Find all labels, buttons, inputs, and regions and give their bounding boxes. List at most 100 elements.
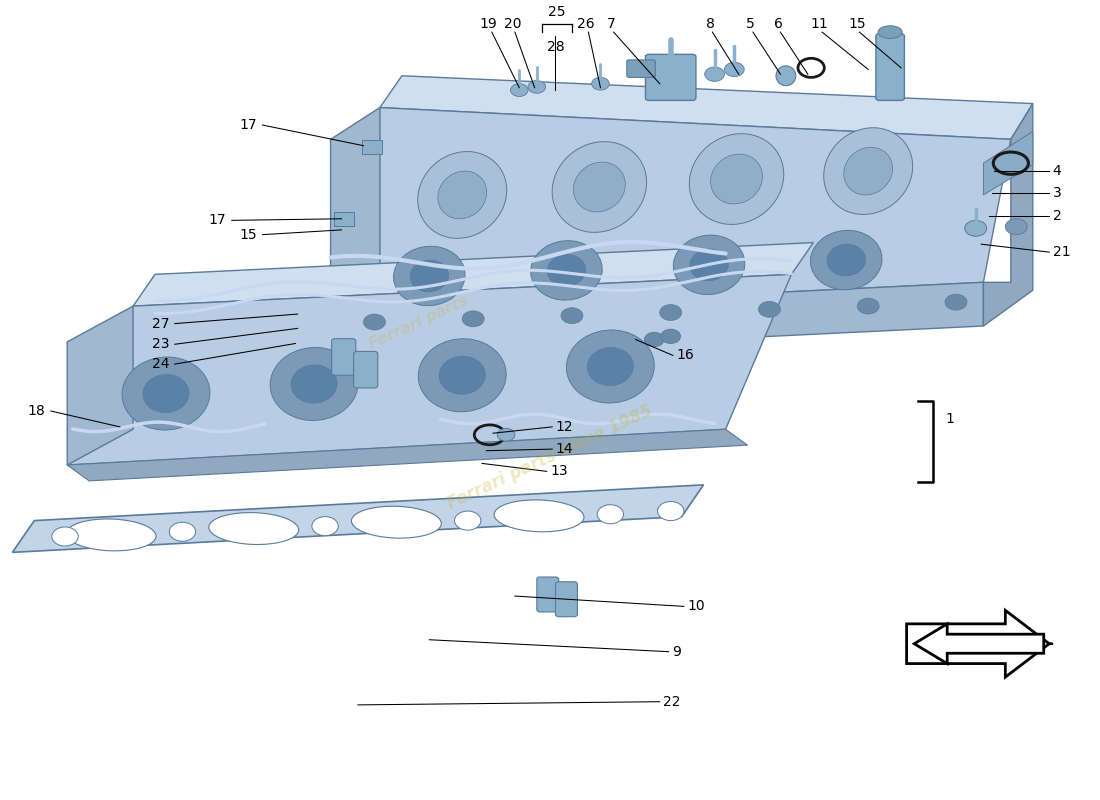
Text: 17: 17 bbox=[240, 118, 257, 132]
Text: 19: 19 bbox=[480, 17, 497, 30]
Polygon shape bbox=[67, 306, 133, 465]
Polygon shape bbox=[331, 282, 983, 358]
Circle shape bbox=[857, 298, 879, 314]
Circle shape bbox=[725, 62, 745, 77]
Ellipse shape bbox=[776, 66, 795, 86]
Ellipse shape bbox=[394, 246, 465, 306]
Ellipse shape bbox=[690, 249, 728, 281]
Ellipse shape bbox=[711, 154, 762, 204]
FancyBboxPatch shape bbox=[353, 351, 377, 388]
Text: 3: 3 bbox=[1053, 186, 1062, 200]
Ellipse shape bbox=[878, 26, 902, 38]
FancyBboxPatch shape bbox=[362, 140, 382, 154]
Circle shape bbox=[1005, 218, 1027, 234]
Polygon shape bbox=[906, 610, 1049, 677]
Text: 12: 12 bbox=[556, 420, 573, 434]
Text: 8: 8 bbox=[706, 17, 715, 30]
Text: 23: 23 bbox=[152, 338, 169, 351]
Circle shape bbox=[561, 308, 583, 324]
Ellipse shape bbox=[438, 171, 486, 218]
Ellipse shape bbox=[292, 365, 338, 403]
Ellipse shape bbox=[209, 513, 299, 545]
Circle shape bbox=[462, 311, 484, 326]
Ellipse shape bbox=[439, 356, 485, 394]
Text: 2: 2 bbox=[1053, 210, 1062, 223]
Polygon shape bbox=[331, 107, 1011, 314]
Ellipse shape bbox=[530, 241, 602, 300]
Circle shape bbox=[312, 517, 338, 536]
Text: 7: 7 bbox=[607, 17, 616, 30]
Polygon shape bbox=[983, 103, 1033, 326]
Polygon shape bbox=[331, 107, 379, 358]
Circle shape bbox=[497, 429, 515, 441]
Polygon shape bbox=[67, 430, 748, 481]
Ellipse shape bbox=[827, 244, 866, 276]
Ellipse shape bbox=[566, 330, 654, 403]
Text: 25: 25 bbox=[548, 5, 565, 18]
Circle shape bbox=[661, 329, 681, 343]
Ellipse shape bbox=[418, 151, 507, 238]
Ellipse shape bbox=[587, 347, 634, 386]
Circle shape bbox=[528, 81, 546, 94]
Polygon shape bbox=[12, 485, 704, 552]
Circle shape bbox=[363, 314, 385, 330]
Ellipse shape bbox=[824, 128, 913, 214]
Text: 14: 14 bbox=[556, 442, 573, 456]
Ellipse shape bbox=[673, 235, 745, 294]
Text: 22: 22 bbox=[663, 694, 681, 709]
Text: 5: 5 bbox=[747, 17, 756, 30]
Polygon shape bbox=[983, 131, 1033, 195]
Circle shape bbox=[660, 305, 682, 321]
FancyBboxPatch shape bbox=[876, 34, 904, 101]
Circle shape bbox=[705, 67, 725, 82]
Ellipse shape bbox=[122, 357, 210, 430]
Text: 4: 4 bbox=[1053, 164, 1062, 178]
Text: 18: 18 bbox=[28, 404, 45, 418]
Polygon shape bbox=[67, 274, 791, 465]
FancyBboxPatch shape bbox=[646, 54, 696, 101]
Text: 28: 28 bbox=[547, 40, 564, 54]
Text: Ferrari parts since 1985: Ferrari parts since 1985 bbox=[444, 402, 656, 513]
FancyBboxPatch shape bbox=[627, 60, 656, 78]
Text: 27: 27 bbox=[152, 317, 169, 330]
Polygon shape bbox=[914, 624, 1044, 663]
Circle shape bbox=[658, 502, 684, 521]
Circle shape bbox=[592, 78, 609, 90]
Text: 16: 16 bbox=[676, 348, 694, 362]
FancyBboxPatch shape bbox=[333, 212, 353, 226]
Ellipse shape bbox=[410, 260, 449, 292]
FancyBboxPatch shape bbox=[556, 582, 578, 617]
Ellipse shape bbox=[690, 134, 783, 225]
Ellipse shape bbox=[811, 230, 882, 290]
Text: 9: 9 bbox=[672, 645, 681, 658]
Circle shape bbox=[759, 302, 780, 318]
Text: 13: 13 bbox=[550, 464, 568, 478]
Circle shape bbox=[52, 527, 78, 546]
FancyBboxPatch shape bbox=[332, 338, 355, 375]
Ellipse shape bbox=[143, 374, 189, 413]
Text: 20: 20 bbox=[504, 17, 521, 30]
FancyBboxPatch shape bbox=[537, 577, 559, 612]
Circle shape bbox=[645, 332, 664, 346]
Text: 11: 11 bbox=[810, 17, 827, 30]
Polygon shape bbox=[379, 76, 1033, 139]
Circle shape bbox=[965, 220, 987, 236]
Ellipse shape bbox=[494, 500, 584, 532]
Circle shape bbox=[597, 505, 624, 524]
Ellipse shape bbox=[844, 147, 893, 195]
Ellipse shape bbox=[418, 338, 506, 412]
Text: 15: 15 bbox=[240, 228, 257, 242]
Text: 10: 10 bbox=[688, 599, 705, 614]
Ellipse shape bbox=[552, 142, 647, 232]
Circle shape bbox=[510, 84, 528, 97]
Ellipse shape bbox=[547, 254, 585, 286]
Circle shape bbox=[169, 522, 196, 542]
Circle shape bbox=[945, 294, 967, 310]
Text: 24: 24 bbox=[152, 357, 169, 371]
Ellipse shape bbox=[351, 506, 441, 538]
Ellipse shape bbox=[573, 162, 625, 212]
Polygon shape bbox=[133, 242, 813, 306]
Ellipse shape bbox=[271, 347, 358, 421]
Ellipse shape bbox=[66, 519, 156, 551]
Text: 17: 17 bbox=[209, 214, 227, 227]
